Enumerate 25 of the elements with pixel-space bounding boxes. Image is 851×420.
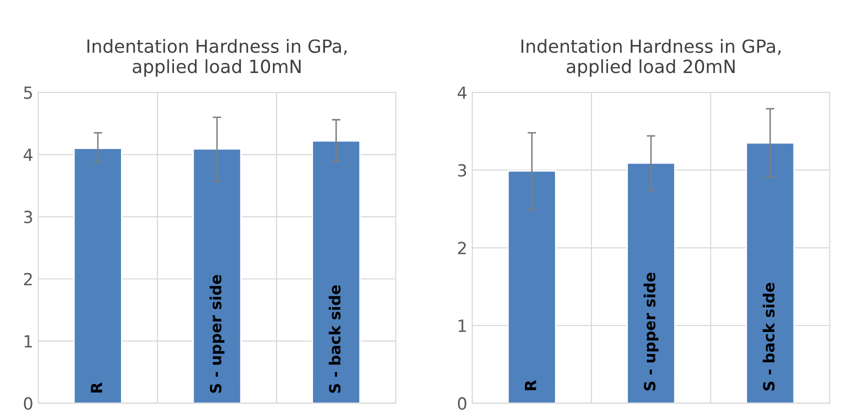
- x-tick-label: S - back side: [762, 282, 775, 390]
- bar: [73, 148, 122, 404]
- y-tick-label: 2: [458, 242, 466, 254]
- y-tick-label: 0: [458, 397, 466, 410]
- y-tick-label: 2: [24, 272, 32, 286]
- y-tick-label: 0: [24, 397, 32, 410]
- x-tick-label: S - back side: [328, 285, 341, 393]
- x-tick-label: R: [90, 382, 102, 392]
- chart-title: Indentation Hardness in GPa, applied load 20mN: [521, 39, 781, 77]
- y-tick-label: 1: [24, 335, 32, 348]
- y-tick-label: 4: [24, 148, 32, 161]
- y-tick-label: 3: [24, 210, 32, 224]
- bar: [192, 148, 242, 404]
- y-tick-label: 5: [24, 86, 32, 99]
- x-tick-label: S - upper side: [210, 275, 224, 393]
- x-tick-label: R: [524, 380, 536, 390]
- chart-title: Indentation Hardness in GPa, applied load 10mN: [87, 39, 347, 77]
- x-tick-label: S - upper side: [644, 272, 658, 390]
- y-tick-label: 4: [458, 86, 467, 99]
- bar: [312, 140, 361, 404]
- bar: [746, 142, 795, 404]
- y-tick-label: 1: [458, 320, 466, 332]
- y-tick-label: 3: [458, 164, 466, 177]
- bar: [626, 162, 676, 404]
- bar: [507, 170, 556, 404]
